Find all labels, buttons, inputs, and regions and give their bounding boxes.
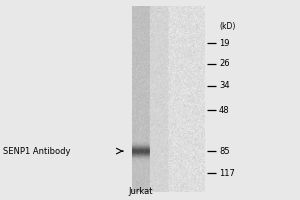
Text: 34: 34 — [219, 81, 230, 90]
Text: SENP1 Antibody: SENP1 Antibody — [3, 147, 70, 156]
Text: 117: 117 — [219, 169, 235, 178]
Text: 85: 85 — [219, 147, 230, 156]
Text: 19: 19 — [219, 39, 230, 48]
Text: 26: 26 — [219, 59, 230, 68]
Text: Jurkat: Jurkat — [129, 187, 153, 196]
Text: 48: 48 — [219, 106, 230, 115]
Text: (kD): (kD) — [219, 22, 236, 31]
